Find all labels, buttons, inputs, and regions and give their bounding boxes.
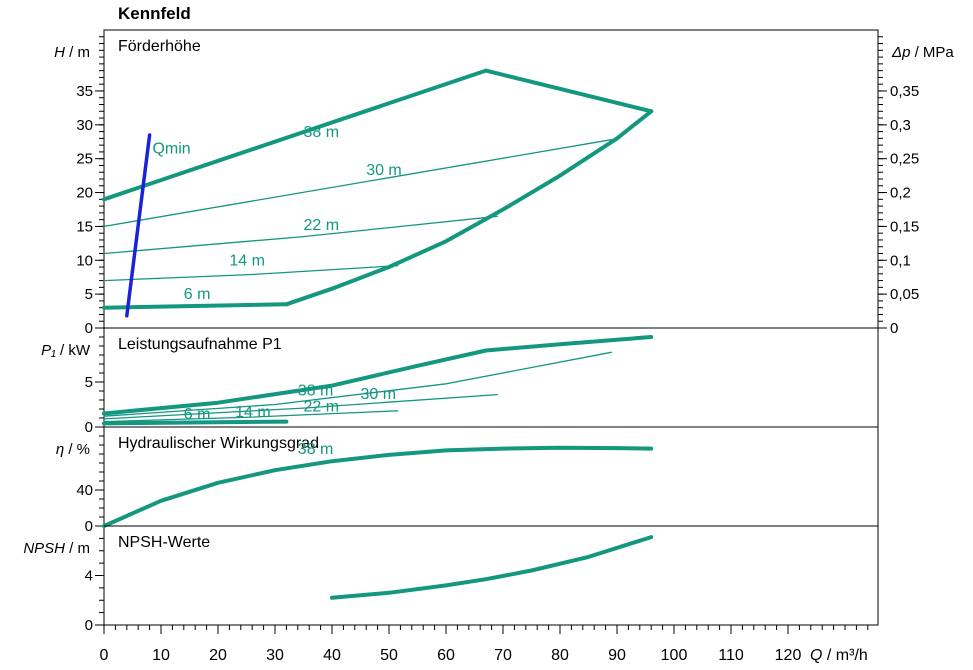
page-title: Kennfeld: [118, 4, 191, 23]
y-tick-label: 0: [85, 617, 93, 634]
qmin-label: Qmin: [152, 140, 190, 157]
x-tick-label: 30: [266, 647, 284, 664]
y-right-tick-label: 0: [890, 320, 898, 337]
y-tick-label: 0: [85, 419, 93, 436]
panel-npsh: 0 4 NPSH / m NPSH-Werte: [23, 525, 878, 634]
series-line-22m: [103, 393, 498, 420]
y-axis-label: η / %: [56, 441, 90, 458]
overlay-label: 38 m: [298, 441, 334, 458]
x-tick-label: 80: [551, 647, 569, 664]
y-right-tick-label: 0,1: [890, 252, 911, 269]
x-tick-label: 0: [100, 647, 109, 664]
x-tick-label: 100: [661, 647, 688, 664]
y-tick-label: 40: [76, 482, 93, 499]
x-tick-label: 40: [323, 647, 341, 664]
series-line-6m: [102, 419, 289, 426]
qmin-line: [125, 133, 152, 318]
series-line-30m: [103, 139, 612, 228]
series-label: 6 m: [184, 406, 211, 423]
x-axis-label: Q / m³/h: [810, 647, 868, 664]
series-line-14m: [103, 265, 399, 282]
y-tick-label: 5: [85, 286, 93, 303]
series-label: 38 m: [304, 124, 340, 141]
panel-title: Förderhöhe: [118, 38, 201, 55]
y-tick-label: 0: [85, 518, 93, 535]
series-label: 38 m: [298, 383, 334, 400]
y-tick-label: 25: [76, 151, 93, 168]
series-label: 14 m: [235, 404, 271, 421]
series-label: 6 m: [184, 286, 211, 303]
series-label: 22 m: [304, 217, 340, 234]
series-label: 30 m: [361, 386, 397, 403]
series-line-curve0: [102, 445, 654, 528]
series-label: 14 m: [229, 253, 265, 270]
series-line-14m: [103, 410, 399, 423]
y-tick-label: 15: [76, 218, 93, 235]
panel-power: 0 5 P₁ / kW Leistungsaufnahme P1 38 m 30 m 22 …: [41, 327, 878, 436]
panel-head: 0 5 10 15 20 25 30 35 0 0,05 0,1 0,15 0,2 0,25 0,3 0,35…: [54, 36, 954, 337]
series-line-curve5: [284, 109, 654, 307]
series-label: 30 m: [366, 162, 402, 179]
y-right-axis-label: Δp / MPa: [891, 44, 954, 61]
y-axis-label: P₁ / kW: [41, 342, 91, 359]
series-line-6m: [102, 302, 289, 310]
y-axis-label: NPSH / m: [23, 540, 90, 557]
y-tick-label: 5: [85, 374, 93, 391]
y-right-tick-label: 0,2: [890, 185, 911, 202]
x-tick-label: 20: [209, 647, 227, 664]
series-line-38m: [102, 68, 654, 202]
x-tick-label: 60: [437, 647, 455, 664]
panel-title: Hydraulischer Wirkungsgrad: [118, 435, 319, 452]
y-right-tick-label: 0,25: [890, 151, 919, 168]
panel-title: Leistungsaufnahme P1: [118, 336, 282, 353]
x-tick-label: 50: [380, 647, 398, 664]
y-tick-label: 10: [76, 252, 93, 269]
panel-title: NPSH-Werte: [118, 534, 210, 551]
series-label: 22 m: [304, 399, 340, 416]
y-tick-label: 35: [76, 83, 93, 100]
y-right-tick-label: 0,15: [890, 218, 919, 235]
y-tick-label: 30: [76, 117, 93, 134]
y-right-tick-label: 0,35: [890, 83, 919, 100]
y-tick-label: 4: [85, 568, 93, 585]
x-axis: 0 10 20 30 40 50 60 70 80 90 100 110 120 Q / m³/h: [100, 625, 869, 664]
series-line-30m: [103, 351, 612, 417]
series-line-22m: [103, 215, 498, 255]
y-right-tick-label: 0,3: [890, 117, 911, 134]
y-tick-label: 0: [85, 320, 93, 337]
series-line-curve0: [330, 535, 654, 600]
x-tick-label: 110: [718, 647, 744, 664]
x-tick-label: 70: [494, 647, 512, 664]
x-tick-label: 120: [775, 647, 802, 664]
y-tick-label: 20: [76, 185, 93, 202]
y-right-tick-label: 0,05: [890, 286, 919, 303]
series-line-38m: [102, 335, 654, 416]
x-tick-label: 90: [608, 647, 626, 664]
y-axis-label: H / m: [54, 44, 90, 61]
x-tick-label: 10: [152, 647, 170, 664]
